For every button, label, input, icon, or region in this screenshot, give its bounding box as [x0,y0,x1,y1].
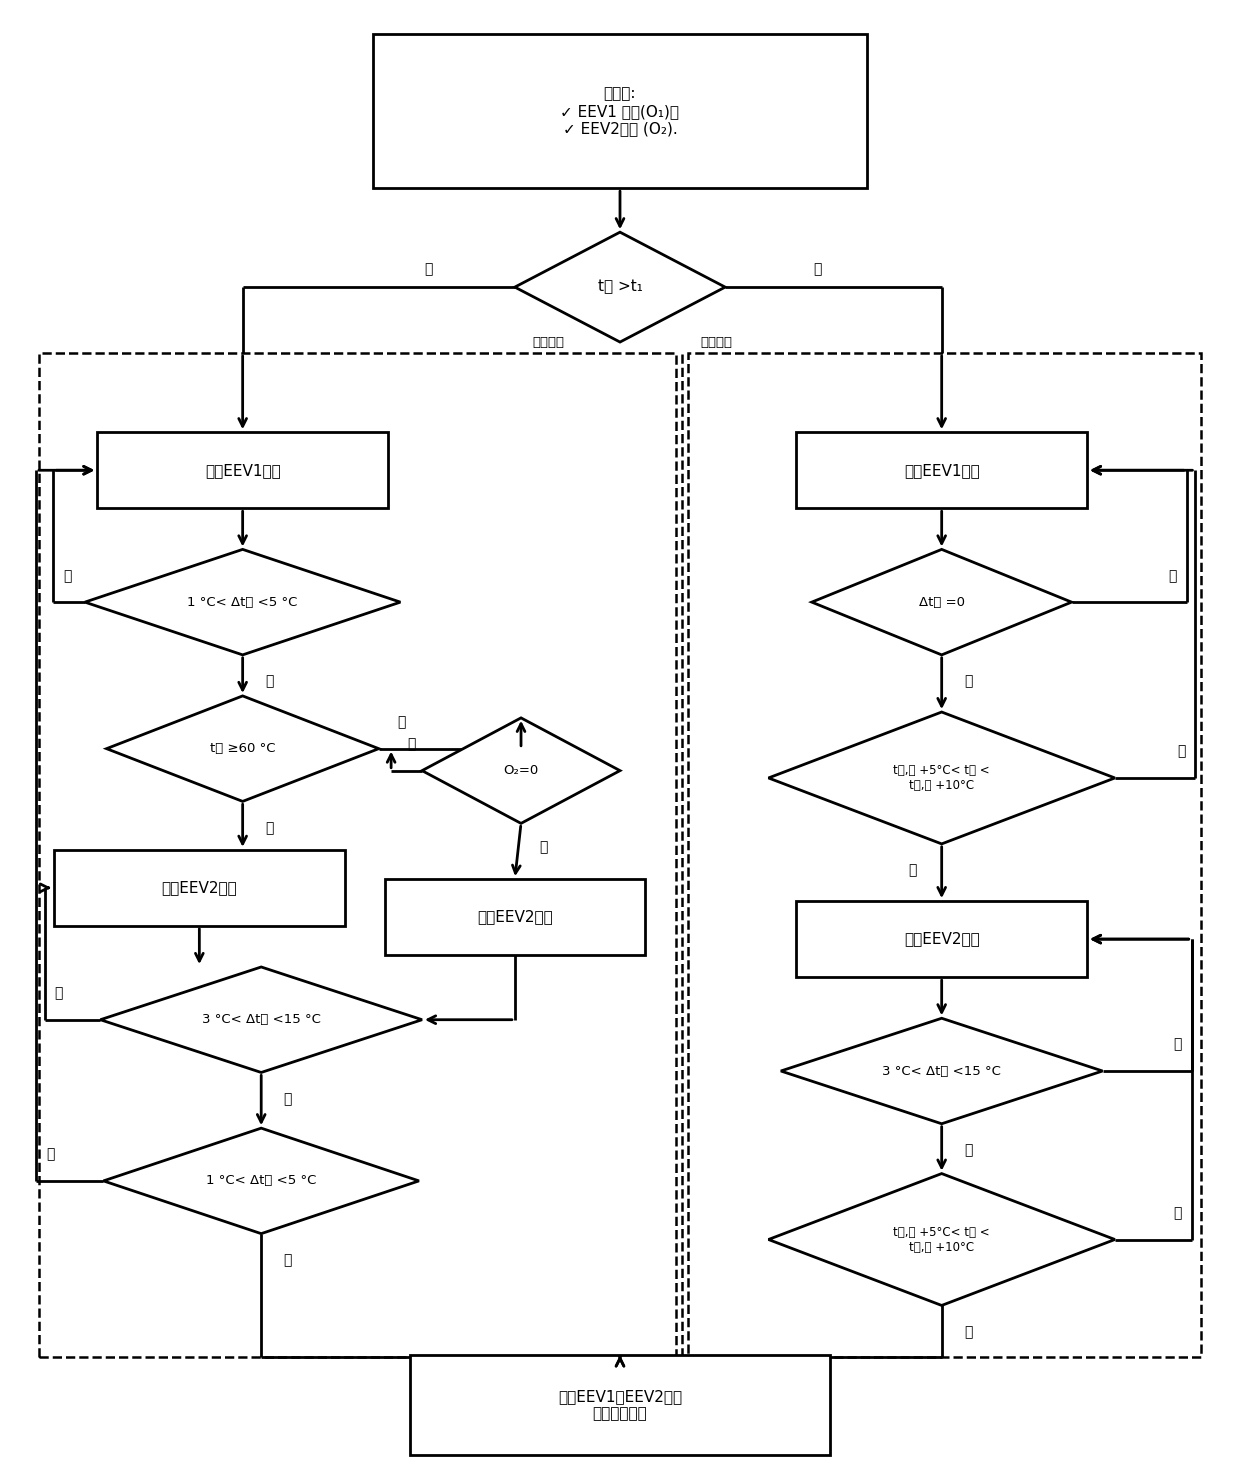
Text: 是: 是 [408,737,415,752]
Text: 是: 是 [265,674,273,688]
Text: 吸气过热: 吸气过热 [532,336,564,349]
Text: 否: 否 [1168,568,1177,583]
Text: 是: 是 [265,821,273,835]
Polygon shape [515,232,725,342]
Text: t排 ≥60 °C: t排 ≥60 °C [210,743,275,755]
Polygon shape [84,549,401,655]
FancyBboxPatch shape [409,1355,831,1455]
Text: 是: 是 [963,1144,972,1157]
Text: 是: 是 [963,1324,972,1339]
Text: 调节EEV2开度: 调节EEV2开度 [904,932,980,947]
FancyBboxPatch shape [372,34,868,188]
FancyBboxPatch shape [384,879,645,956]
Text: 调节EEV1开度: 调节EEV1开度 [205,462,280,477]
Polygon shape [769,712,1115,844]
FancyBboxPatch shape [796,901,1087,978]
FancyBboxPatch shape [97,432,388,508]
Text: t油,低 +5°C< t油 <
t油,低 +10°C: t油,低 +5°C< t油 < t油,低 +10°C [893,763,990,791]
Text: 否: 否 [55,986,63,1000]
Text: 否: 否 [397,715,405,730]
Text: t油,低 +5°C< t油 <
t油,低 +10°C: t油,低 +5°C< t油 < t油,低 +10°C [893,1226,990,1254]
Polygon shape [100,967,422,1073]
Text: 否: 否 [813,263,822,276]
Text: 是: 是 [909,863,916,878]
FancyBboxPatch shape [55,850,345,926]
Text: Δt吸 =0: Δt吸 =0 [919,596,965,609]
Text: 是: 是 [424,263,433,276]
Text: 否: 否 [1173,1038,1182,1051]
Text: 否: 否 [46,1148,55,1161]
Text: 确定EEV1和EEV2的开
度及排气温度: 确定EEV1和EEV2的开 度及排气温度 [558,1389,682,1421]
Text: 调节EEV2开度: 调节EEV2开度 [477,910,553,925]
Text: 调节EEV1开度: 调节EEV1开度 [904,462,980,477]
Text: 吸气带液: 吸气带液 [701,336,733,349]
Polygon shape [781,1019,1102,1123]
Text: 初设值:
✓ EEV1 开度(O₁)；
✓ EEV2开度 (O₂).: 初设值: ✓ EEV1 开度(O₁)； ✓ EEV2开度 (O₂). [560,87,680,137]
Polygon shape [103,1127,419,1233]
Text: 否: 否 [1173,1207,1182,1220]
Polygon shape [812,549,1071,655]
Text: 3 °C< Δt补 <15 °C: 3 °C< Δt补 <15 °C [202,1013,321,1026]
Polygon shape [107,696,378,802]
Text: 是: 是 [284,1254,291,1267]
Text: 否: 否 [1177,744,1185,759]
Text: O₂=0: O₂=0 [503,765,538,777]
Text: 1 °C< Δt吸 <5 °C: 1 °C< Δt吸 <5 °C [187,596,298,609]
Text: 3 °C< Δt补 <15 °C: 3 °C< Δt补 <15 °C [882,1064,1001,1078]
Text: 1 °C< Δt吸 <5 °C: 1 °C< Δt吸 <5 °C [206,1174,316,1188]
Text: 是: 是 [284,1092,291,1105]
Text: t环 >t₁: t环 >t₁ [598,279,642,295]
Text: 是: 是 [963,674,972,688]
Text: 调节EEV2开度: 调节EEV2开度 [161,881,237,895]
Text: 否: 否 [539,840,548,854]
Text: 否: 否 [63,568,72,583]
Polygon shape [422,718,620,824]
Polygon shape [769,1173,1115,1305]
FancyBboxPatch shape [796,432,1087,508]
